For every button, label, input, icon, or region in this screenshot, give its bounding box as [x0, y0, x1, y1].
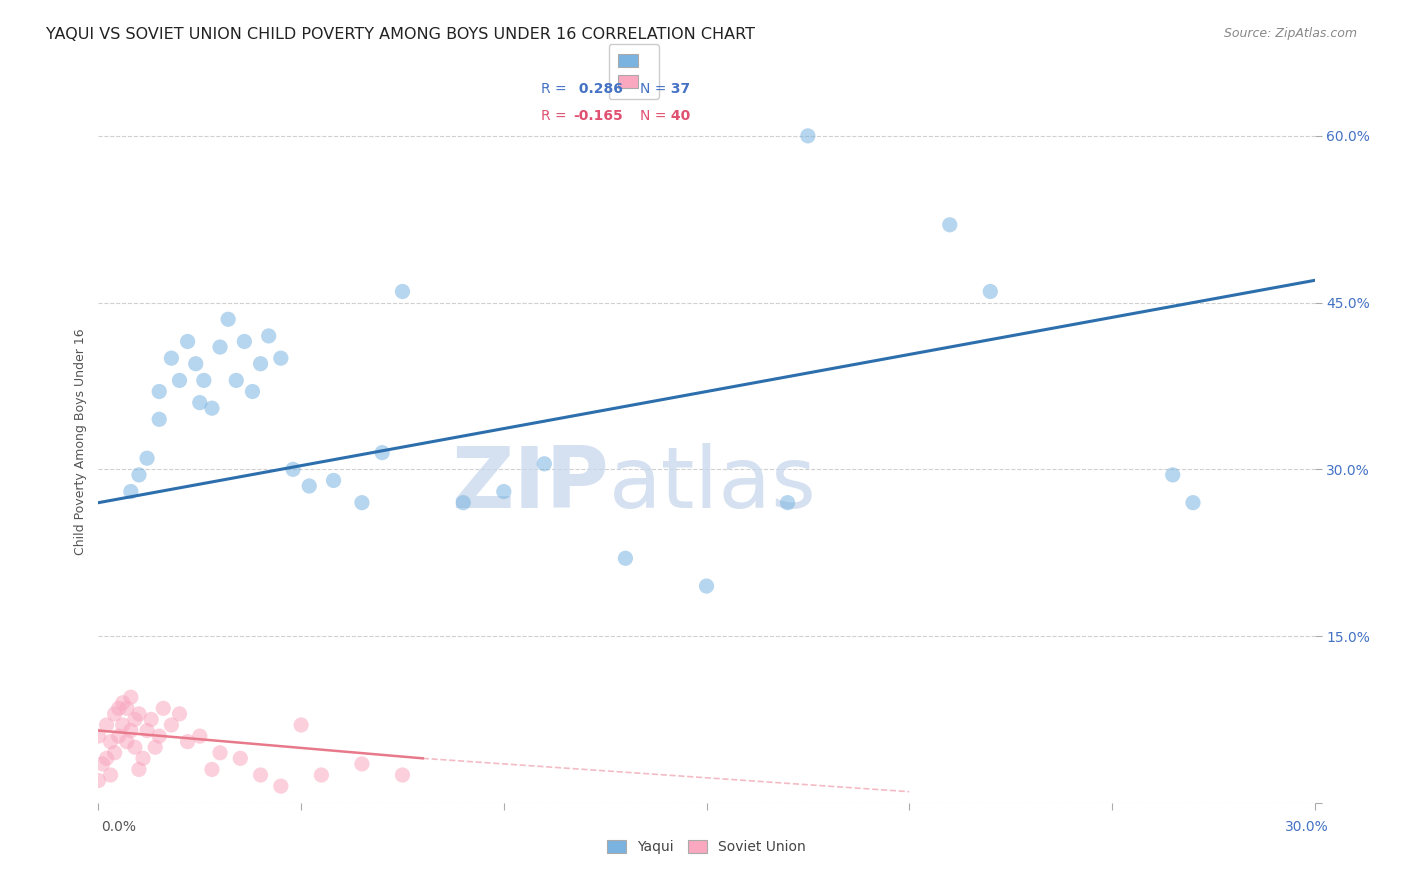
Point [136, 451, 159, 466]
Point [492, 484, 515, 499]
Point [322, 474, 344, 488]
Point [160, 718, 183, 732]
Point [201, 763, 224, 777]
Text: N =: N = [640, 82, 666, 96]
Point [249, 357, 271, 371]
Point [87, 773, 110, 788]
Point [217, 312, 239, 326]
Point [136, 723, 159, 738]
Point [939, 218, 962, 232]
Point [100, 734, 122, 748]
Point [120, 723, 142, 738]
Y-axis label: Child Poverty Among Boys Under 16: Child Poverty Among Boys Under 16 [75, 328, 87, 555]
Point [128, 763, 150, 777]
Point [209, 746, 232, 760]
Point [124, 713, 146, 727]
Point [169, 706, 191, 721]
Point [148, 384, 170, 399]
Point [132, 751, 155, 765]
Point [143, 740, 166, 755]
Point [391, 768, 413, 782]
Point [453, 496, 475, 510]
Point [233, 334, 256, 349]
Point [104, 706, 127, 721]
Point [1182, 496, 1205, 510]
Point [188, 395, 211, 409]
Point [281, 462, 304, 476]
Point [152, 701, 174, 715]
Point [96, 751, 118, 765]
Point [107, 701, 129, 715]
Point [96, 718, 118, 732]
Point [797, 128, 820, 143]
Point [229, 751, 252, 765]
Text: 0.286: 0.286 [574, 82, 623, 96]
Point [124, 740, 146, 755]
Text: R =: R = [541, 109, 567, 123]
Point [115, 701, 138, 715]
Text: YAQUI VS SOVIET UNION CHILD POVERTY AMONG BOYS UNDER 16 CORRELATION CHART: YAQUI VS SOVIET UNION CHILD POVERTY AMON… [46, 27, 755, 42]
Point [270, 779, 292, 793]
Text: Source: ZipAtlas.com: Source: ZipAtlas.com [1223, 27, 1357, 40]
Point [100, 768, 122, 782]
Point [290, 718, 312, 732]
Text: 0.0%: 0.0% [101, 821, 136, 834]
Point [257, 329, 280, 343]
Point [176, 334, 198, 349]
Text: N =: N = [640, 109, 666, 123]
Point [169, 373, 191, 387]
Point [184, 357, 207, 371]
Point [148, 412, 170, 426]
Text: atlas: atlas [609, 443, 817, 526]
Text: -0.165: -0.165 [574, 109, 623, 123]
Text: 40: 40 [666, 109, 690, 123]
Point [120, 690, 142, 705]
Point [696, 579, 718, 593]
Point [104, 746, 127, 760]
Point [87, 729, 110, 743]
Point [391, 285, 413, 299]
Point [115, 734, 138, 748]
Point [193, 373, 215, 387]
Point [128, 467, 150, 482]
Point [350, 756, 373, 771]
Point [776, 496, 799, 510]
Point [350, 496, 373, 510]
Point [91, 756, 114, 771]
Point [242, 384, 264, 399]
Point [371, 445, 394, 459]
Point [148, 729, 170, 743]
Legend: Yaqui, Soviet Union: Yaqui, Soviet Union [600, 832, 813, 861]
Text: 37: 37 [666, 82, 690, 96]
Point [1161, 467, 1184, 482]
Point [120, 484, 142, 499]
Text: 30.0%: 30.0% [1285, 821, 1329, 834]
Point [533, 457, 555, 471]
Point [188, 729, 211, 743]
Point [209, 340, 232, 354]
Point [107, 729, 129, 743]
Point [111, 696, 134, 710]
Point [270, 351, 292, 366]
Point [201, 401, 224, 416]
Point [111, 718, 134, 732]
Point [614, 551, 637, 566]
Point [979, 285, 1001, 299]
Point [160, 351, 183, 366]
Text: R =: R = [541, 82, 567, 96]
Point [225, 373, 247, 387]
Point [176, 734, 198, 748]
Point [311, 768, 333, 782]
Point [298, 479, 321, 493]
Point [139, 713, 162, 727]
Point [249, 768, 271, 782]
Text: ZIP: ZIP [451, 443, 609, 526]
Point [128, 706, 150, 721]
